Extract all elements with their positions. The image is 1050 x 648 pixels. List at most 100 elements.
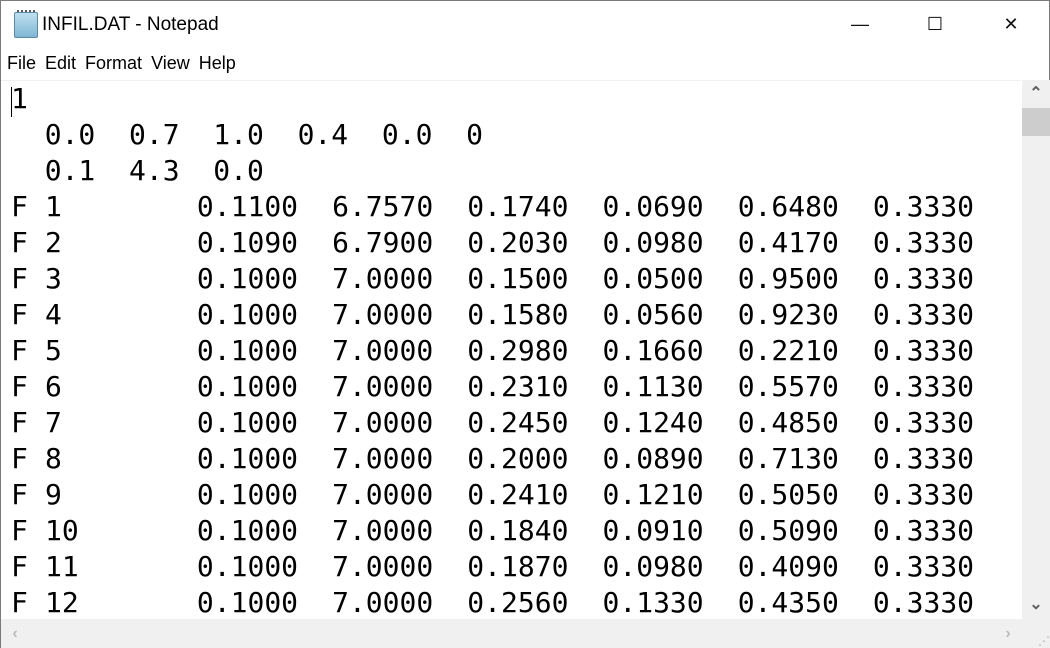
row-value: 0.3330 [872, 514, 975, 547]
text-editor[interactable]: 1 0.0 0.7 1.0 0.4 0.0 0 0.1 4.3 0.0 F 1 0.1… [1, 80, 1021, 620]
row-value: 0.4090 [737, 550, 839, 583]
row-value: 0.3330 [872, 334, 975, 367]
row-value: 0.1100 [196, 190, 299, 223]
row-flag: F [11, 298, 28, 331]
row-value: 0.1000 [196, 442, 299, 475]
scroll-down-icon[interactable]: ⌄ [1029, 596, 1043, 613]
row-value: 0.2000 [467, 442, 569, 475]
row-value: 0.6480 [737, 190, 839, 223]
row-value: 0.3330 [872, 370, 975, 403]
row-value: 0.0890 [602, 442, 704, 475]
text-line: 1 [11, 82, 28, 115]
row-value: 7.0000 [332, 370, 434, 403]
row-index: 8 [45, 442, 62, 475]
row-value: 0.1660 [602, 334, 704, 367]
row-value: 0.1240 [602, 406, 704, 439]
menu-view[interactable]: View [151, 53, 190, 73]
row-value: 0.0910 [602, 514, 704, 547]
row-value: 0.4850 [737, 406, 839, 439]
row-value: 0.4170 [737, 226, 839, 259]
row-value: 0.0980 [602, 226, 704, 259]
row-value: 7.0000 [332, 334, 434, 367]
row-value: 0.1000 [196, 334, 299, 367]
row-flag: F [11, 334, 28, 367]
menu-edit[interactable]: Edit [45, 53, 77, 73]
row-index: 3 [45, 262, 62, 295]
menu-bar: File Edit Format View Help [1, 51, 239, 79]
scroll-right-icon[interactable]: › [1005, 625, 1011, 642]
resize-grip-icon[interactable]: ⋰ [1022, 619, 1050, 648]
row-flag: F [11, 514, 28, 547]
menu-format[interactable]: Format [85, 53, 143, 73]
row-value: 0.1000 [196, 406, 299, 439]
row-value: 0.2980 [467, 334, 569, 367]
row-index: 1 [45, 190, 62, 223]
row-value: 0.2410 [467, 478, 569, 511]
minimize-button[interactable]: — [851, 13, 869, 34]
row-value: 7.0000 [332, 478, 434, 511]
row-value: 0.9500 [737, 262, 839, 295]
row-value: 6.7900 [332, 226, 434, 259]
row-value: 0.3330 [872, 550, 975, 583]
scroll-left-icon[interactable]: ‹ [12, 625, 18, 642]
row-value: 0.3330 [872, 190, 975, 223]
menu-help[interactable]: Help [198, 53, 236, 73]
row-value: 0.0560 [602, 298, 704, 331]
row-flag: F [11, 478, 28, 511]
row-value: 0.3330 [872, 262, 975, 295]
row-value: 0.5090 [737, 514, 839, 547]
vertical-scrollbar[interactable]: ⌃ ⌄ [1022, 80, 1050, 619]
row-value: 0.7130 [737, 442, 839, 475]
title-bar[interactable]: INFIL.DAT - Notepad — ☐ ✕ [1, 1, 1049, 47]
row-index: 6 [45, 370, 62, 403]
row-value: 0.3330 [872, 442, 975, 475]
row-flag: F [11, 550, 28, 583]
scroll-up-icon[interactable]: ⌃ [1029, 85, 1043, 102]
row-index: 2 [45, 226, 62, 259]
row-value: 7.0000 [332, 586, 434, 619]
row-value: 7.0000 [332, 442, 434, 475]
text-line: 0.0 0.7 1.0 0.4 0.0 0 [11, 118, 484, 151]
row-value: 0.3330 [872, 586, 975, 619]
text-caret [11, 87, 12, 117]
text-line: 0.1 4.3 0.0 [11, 154, 264, 187]
row-value: 0.1870 [467, 550, 569, 583]
row-value: 0.1000 [196, 370, 299, 403]
row-value: 0.1740 [467, 190, 569, 223]
row-value: 0.0980 [602, 550, 704, 583]
row-value: 7.0000 [332, 298, 434, 331]
row-flag: F [11, 226, 28, 259]
row-flag: F [11, 406, 28, 439]
scroll-thumb[interactable] [1022, 108, 1050, 136]
row-value: 0.5570 [737, 370, 839, 403]
row-index: 5 [45, 334, 62, 367]
horizontal-scrollbar[interactable]: ‹ › [1, 619, 1022, 648]
row-value: 0.5050 [737, 478, 839, 511]
menu-file[interactable]: File [7, 53, 37, 73]
row-value: 0.9230 [737, 298, 839, 331]
row-index: 11 [45, 550, 79, 583]
row-value: 0.1130 [602, 370, 704, 403]
row-value: 0.2560 [467, 586, 569, 619]
row-value: 0.3330 [872, 406, 975, 439]
row-flag: F [11, 190, 28, 223]
row-value: 0.1500 [467, 262, 569, 295]
row-value: 7.0000 [332, 406, 434, 439]
row-value: 0.0690 [602, 190, 704, 223]
row-value: 7.0000 [332, 262, 434, 295]
row-index: 4 [45, 298, 62, 331]
window-title: INFIL.DAT - Notepad [42, 14, 219, 35]
maximize-button[interactable]: ☐ [926, 13, 944, 34]
row-value: 0.2030 [467, 226, 569, 259]
row-value: 0.0500 [602, 262, 704, 295]
row-value: 0.1580 [467, 298, 569, 331]
row-value: 0.3330 [872, 226, 975, 259]
row-value: 0.1330 [602, 586, 704, 619]
row-flag: F [11, 442, 28, 475]
close-button[interactable]: ✕ [1003, 13, 1019, 34]
row-value: 0.1840 [467, 514, 569, 547]
row-index: 10 [45, 514, 79, 547]
row-value: 6.7570 [332, 190, 434, 223]
row-value: 0.1000 [196, 514, 299, 547]
